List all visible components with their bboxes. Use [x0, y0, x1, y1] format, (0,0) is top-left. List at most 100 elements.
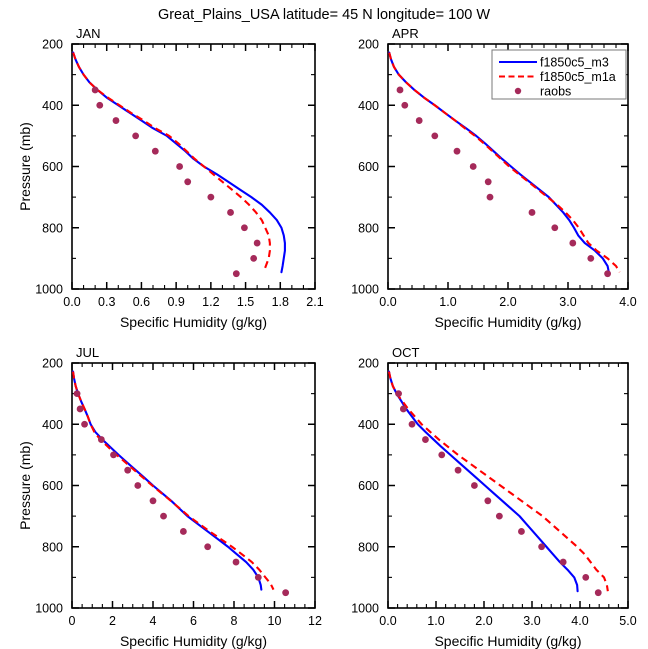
raobs-point	[232, 270, 240, 278]
x-tick-label: 12	[308, 614, 322, 628]
raobs-point	[254, 573, 262, 581]
panel-oct: 0.0 1.0 2.0 3.0 4.0 5.0 200 400 600 800 1000 OCT Spe…	[351, 345, 637, 649]
raobs-point	[453, 147, 461, 155]
raobs-point	[250, 254, 258, 262]
raobs-markers	[395, 390, 602, 597]
raobs-point	[81, 420, 88, 428]
y-tick-label: 800	[42, 221, 63, 235]
raobs-point	[204, 543, 212, 551]
raobs-point	[241, 224, 248, 232]
raobs-point	[227, 209, 234, 216]
raobs-point	[484, 178, 492, 186]
x-tick-label: 2.1	[306, 295, 323, 309]
series-line-f1850c5_m1a	[388, 52, 621, 273]
y-tick-label: 800	[358, 221, 379, 235]
panel-label-jan: JAN	[76, 26, 101, 41]
raobs-point	[431, 132, 439, 140]
raobs-point	[184, 178, 192, 186]
raobs-point	[97, 436, 105, 443]
y-tick-label: 400	[358, 418, 379, 432]
raobs-point	[538, 543, 545, 551]
raobs-point	[495, 512, 503, 520]
x-tick-label: 0.0	[379, 295, 396, 309]
legend-label: f1850c5_m3	[540, 56, 609, 70]
y-tick-label: 400	[42, 99, 63, 113]
y-tick-label: 800	[358, 540, 379, 554]
x-tick-label: 1.0	[427, 614, 444, 628]
raobs-markers	[396, 86, 611, 278]
x-tick-label: 1.8	[272, 295, 289, 309]
raobs-point	[569, 239, 577, 247]
raobs-point	[559, 558, 567, 566]
raobs-point	[76, 405, 84, 413]
panel-jan: 0.0 0.3 0.6 0.9 1.2 1.5 1.8 2.1 200 400 600 800 1000…	[17, 26, 324, 330]
legend-box	[491, 49, 627, 100]
raobs-point	[399, 405, 407, 413]
raobs-point	[96, 101, 104, 109]
raobs-point	[454, 466, 462, 474]
raobs-point	[469, 163, 477, 170]
raobs-point	[518, 528, 525, 535]
x-tick-label: 0.0	[379, 614, 396, 628]
series-line-f1850c5_m1a	[387, 371, 609, 592]
y-tick-label: 1000	[35, 283, 63, 297]
x-tick-label: 6	[190, 614, 197, 628]
x-tick-label: 3.0	[523, 614, 540, 628]
x-tick-label: 1.5	[237, 295, 254, 309]
raobs-point	[253, 239, 261, 247]
panel-label-jul: JUL	[76, 345, 99, 360]
panel-label-apr: APR	[392, 26, 419, 41]
raobs-point	[151, 147, 159, 155]
x-axis-title: Specific Humidity (g/kg)	[434, 314, 581, 330]
y-tick-label: 1000	[351, 283, 379, 297]
raobs-point	[401, 101, 409, 109]
raobs-point	[471, 482, 478, 489]
raobs-point	[422, 436, 429, 443]
legend-label: f1850c5_m1a	[540, 70, 616, 84]
y-tick-label: 1000	[351, 602, 379, 616]
raobs-point	[582, 573, 590, 581]
y-tick-label: 600	[42, 160, 63, 174]
raobs-point	[528, 209, 536, 216]
raobs-point	[207, 193, 215, 201]
y-tick-label: 600	[358, 160, 379, 174]
x-tick-label: 4.0	[619, 295, 636, 309]
raobs-point	[110, 451, 117, 459]
y-axis-title: Pressure (mb)	[17, 122, 33, 211]
x-tick-label: 3.0	[559, 295, 576, 309]
y-axis-title: Pressure (mb)	[17, 441, 33, 530]
raobs-point	[594, 589, 602, 597]
x-tick-label: 0.6	[133, 295, 150, 309]
x-tick-label: 4.0	[571, 614, 588, 628]
raobs-point	[486, 193, 494, 201]
y-tick-label: 600	[358, 479, 379, 493]
x-tick-label: 2.0	[499, 295, 516, 309]
raobs-point	[176, 163, 184, 170]
x-axis-title: Specific Humidity (g/kg)	[120, 314, 267, 330]
x-tick-label: 4	[150, 614, 157, 628]
panel-apr: 0.0 1.0 2.0 3.0 4.0 200 400 600 800 1000 APR Specif…	[351, 26, 637, 330]
x-axis-title: Specific Humidity (g/kg)	[120, 633, 267, 649]
y-tick-label: 600	[42, 479, 63, 493]
y-tick-label: 400	[358, 99, 379, 113]
x-tick-label: 2	[109, 614, 116, 628]
x-tick-label: 1.0	[439, 295, 456, 309]
raobs-point	[91, 86, 99, 94]
raobs-point	[232, 558, 240, 566]
legend-swatch-marker	[514, 87, 522, 95]
raobs-point	[395, 390, 402, 398]
y-tick-label: 800	[42, 540, 63, 554]
raobs-markers	[91, 86, 261, 278]
raobs-point	[132, 132, 140, 140]
raobs-point	[124, 466, 132, 474]
y-tick-label: 200	[42, 38, 63, 52]
y-tick-label: 200	[42, 357, 63, 371]
raobs-point	[179, 528, 187, 535]
raobs-point	[551, 224, 559, 232]
raobs-point	[604, 270, 611, 278]
x-tick-label: 0.0	[63, 295, 80, 309]
x-tick-label: 0.3	[98, 295, 115, 309]
series-line-f1850c5_m1a	[71, 371, 275, 591]
